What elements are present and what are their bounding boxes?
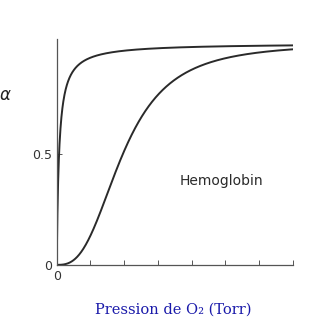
Text: α: α bbox=[0, 86, 10, 104]
Text: Pression de O₂ (Torr): Pression de O₂ (Torr) bbox=[95, 303, 251, 317]
Text: Hemoglobin: Hemoglobin bbox=[180, 174, 263, 188]
